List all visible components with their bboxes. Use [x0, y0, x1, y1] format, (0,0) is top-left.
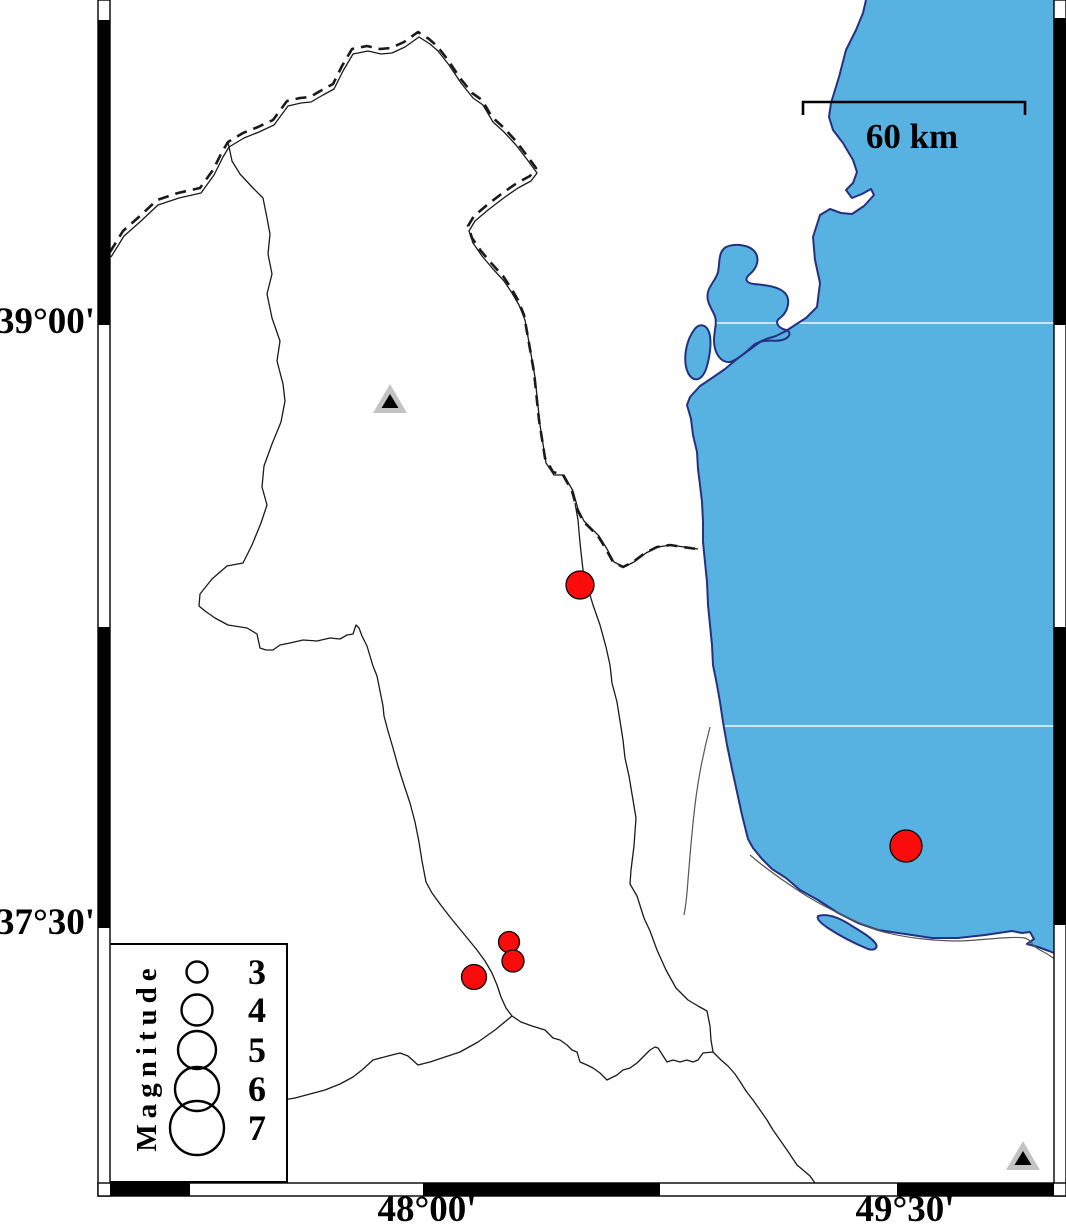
legend-label-m7: 7 [248, 1108, 266, 1148]
station-triangle-inner-icon [1014, 1151, 1032, 1165]
legend-title: Magnitude [131, 962, 163, 1152]
lon-label-48e: 48°00' [377, 1189, 477, 1229]
earthquake-marker [565, 570, 595, 600]
border-parallel-line [110, 36, 699, 568]
legend-magnitude-circle [168, 1099, 226, 1157]
map-frame [97, 0, 1066, 1197]
legend-circles [168, 960, 226, 1157]
magnitude-legend [107, 943, 288, 1183]
coastal-boundary-lines [683, 726, 1054, 960]
legend-magnitude-circle [180, 993, 214, 1027]
earthquake-marker [501, 949, 525, 973]
legend-magnitude-circle [173, 1065, 221, 1113]
lat-label-3730n: 37°30' [0, 902, 96, 943]
legend-magnitude-circle [176, 1029, 218, 1071]
central-boundary-line [574, 502, 816, 1183]
earthquake-marker [889, 829, 923, 863]
frame-tick-segments [98, 18, 1066, 1196]
international-border-dashed [110, 30, 698, 569]
scale-bar [801, 100, 1027, 115]
legend-magnitude-circle [185, 960, 209, 984]
station-triangle-inner-icon [381, 394, 399, 408]
earthquake-markers [460, 570, 923, 991]
lat-label-39n: 39°00' [0, 301, 96, 342]
legend-label-m5: 5 [248, 1030, 266, 1070]
western-boundary-line [198, 141, 714, 1081]
scale-bar-label: 60 km [865, 117, 959, 156]
legend-label-m6: 6 [248, 1069, 266, 1109]
latitude-gridlines [110, 322, 1054, 727]
legend-label-m3: 3 [248, 952, 266, 992]
caspian-sea [685, 0, 1054, 953]
southwest-boundary-line [254, 1015, 513, 1113]
earthquake-marker [497, 930, 521, 954]
lon-label-4930e: 49°30' [855, 1189, 955, 1229]
legend-label-m4: 4 [248, 990, 266, 1030]
station-markers [373, 384, 1040, 1170]
land-boundary-lines [110, 30, 816, 1183]
earthquake-marker [460, 963, 488, 991]
